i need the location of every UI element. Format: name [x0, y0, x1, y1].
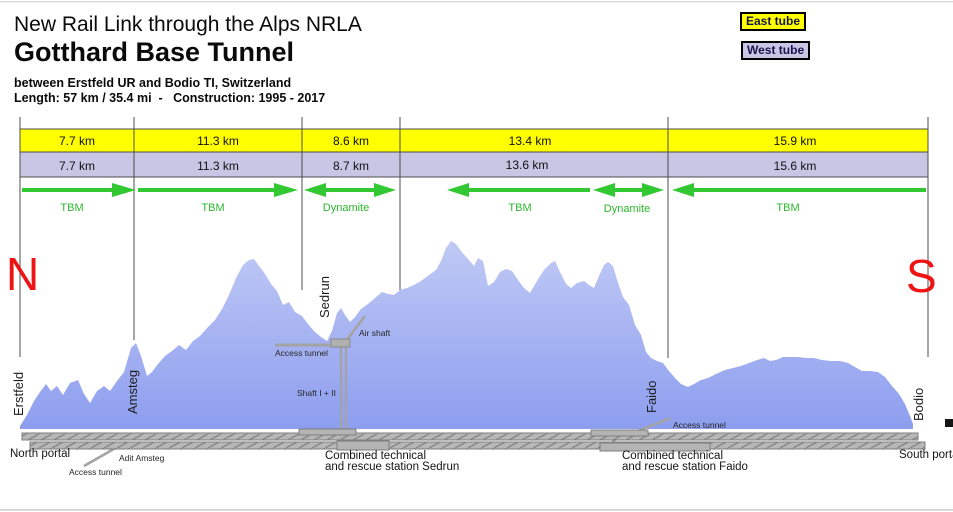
- segment-boundary-lines: [19, 117, 929, 358]
- dark-edge-marker: [945, 419, 953, 427]
- sedrun-rescue-station-note: Combined technical and rescue station Se…: [325, 451, 459, 472]
- station-label-amsteg: Amsteg: [125, 369, 140, 414]
- station-label-erstfeld: Erstfeld: [11, 371, 26, 416]
- tunnel-tubes: [21, 432, 926, 450]
- sedrun-rescue-station-note-line2: and rescue station Sedrun: [325, 460, 460, 473]
- south-portal-label: South portal: [899, 449, 953, 461]
- west-segment-length-2: 11.3 km: [197, 159, 239, 173]
- tube-bar-dividers: [133, 129, 669, 177]
- sedrun-rescue-station-note-line1: Combined technical: [325, 450, 427, 462]
- construction-method-4: TBM: [508, 202, 532, 214]
- construction-method-3: Dynamite: [322, 202, 370, 214]
- faido-rescue-station-note: Combined technical and rescue station Fa…: [622, 451, 748, 472]
- station-label-faido: Faido: [644, 380, 659, 413]
- shaft-1-2-label: Shaft I + II: [297, 388, 336, 398]
- construction-method-6: TBM: [776, 202, 800, 214]
- sedrun-station-structure: [298, 428, 390, 451]
- legend-west-tube: West tube: [741, 41, 811, 60]
- construction-method-2: TBM: [201, 202, 225, 214]
- east-segment-length-2: 11.3 km: [197, 134, 239, 148]
- bottom-frame-line: [0, 509, 953, 511]
- stats-subtitle: Length: 57 km / 35.4 mi - Construction: …: [14, 91, 326, 105]
- faido-access-tunnel-label: Access tunnel: [673, 420, 726, 430]
- sedrun-access-tunnel-label: Access tunnel: [275, 348, 328, 358]
- faido-rescue-station-note-line2: and rescue station Faido: [622, 460, 748, 473]
- legend-east-tube: East tube: [740, 12, 807, 31]
- station-label-sedrun: Sedrun: [317, 276, 332, 318]
- west-tube-bar: [19, 151, 929, 178]
- east-segment-length-4: 13.4 km: [508, 134, 552, 148]
- east-segment-length-5: 15.9 km: [773, 134, 817, 148]
- west-segment-length-3: 8.7 km: [332, 159, 370, 173]
- faido-rescue-station-note-line1: Combined technical: [622, 450, 724, 462]
- construction-method-5: Dynamite: [603, 203, 651, 215]
- station-label-bodio: Bodio: [911, 387, 926, 421]
- air-shaft-label: Air shaft: [359, 328, 391, 338]
- west-segment-length-5: 15.6 km: [773, 159, 817, 173]
- east-segment-length-3: 8.6 km: [332, 134, 370, 148]
- north-portal-label: North portal: [10, 448, 71, 460]
- top-frame-line: [0, 1, 953, 3]
- faido-station-structure: [590, 429, 711, 452]
- north-access-tunnel-label: Access tunnel: [69, 467, 122, 477]
- compass-south: S: [906, 250, 937, 302]
- construction-arrows: [22, 183, 926, 197]
- diagram-title: New Rail Link through the Alps NRLA: [14, 13, 362, 36]
- adit-amsteg-label: Adit Amsteg: [119, 453, 165, 463]
- west-segment-length-1: 7.7 km: [58, 159, 96, 173]
- construction-method-1: TBM: [60, 202, 84, 214]
- compass-north: N: [6, 248, 40, 300]
- east-segment-length-1: 7.7 km: [58, 134, 96, 148]
- tunnel-name-title: Gotthard Base Tunnel: [14, 37, 295, 67]
- location-subtitle: between Erstfeld UR and Bodio TI, Switze…: [14, 76, 292, 90]
- mountain-profile: [20, 241, 913, 429]
- west-segment-length-4: 13.6 km: [505, 158, 549, 172]
